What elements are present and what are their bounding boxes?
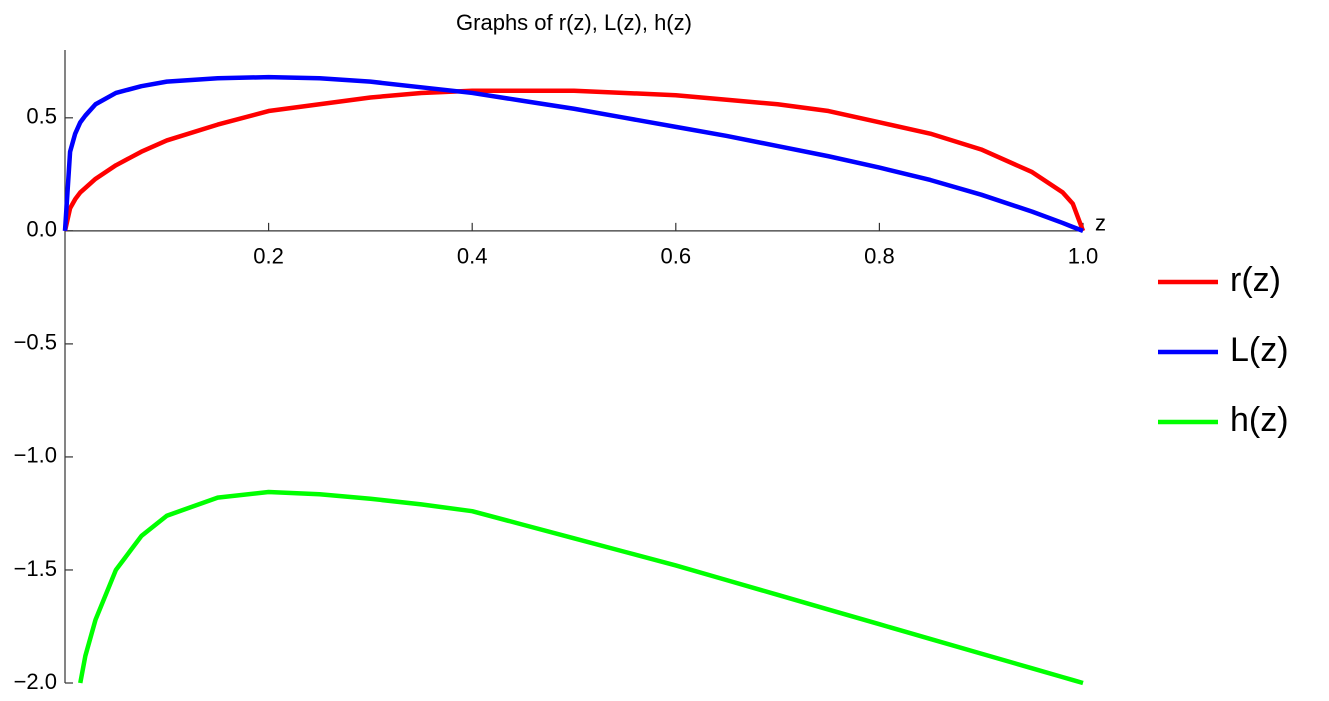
x-tick-label: 0.2 — [253, 244, 284, 269]
y-tick-label: −0.5 — [14, 330, 57, 355]
y-tick-label: −1.5 — [14, 556, 57, 581]
y-tick-label: 0.5 — [26, 104, 57, 129]
legend-label: r(z) — [1230, 261, 1281, 299]
x-axis-label: z — [1095, 211, 1106, 236]
legend-label: L(z) — [1230, 331, 1289, 369]
x-tick-label: 0.8 — [864, 244, 895, 269]
y-tick-label: −2.0 — [14, 669, 57, 694]
x-tick-label: 1.0 — [1068, 244, 1099, 269]
chart-title: Graphs of r(z), L(z), h(z) — [456, 10, 692, 35]
y-tick-label: −1.0 — [14, 443, 57, 468]
x-tick-label: 0.6 — [661, 244, 692, 269]
x-tick-label: 0.4 — [457, 244, 488, 269]
y-tick-label: 0.0 — [26, 217, 57, 242]
series-line — [62, 88, 1086, 232]
series-line — [62, 74, 1084, 233]
legend-label: h(z) — [1230, 401, 1289, 439]
series-line — [78, 489, 1084, 686]
